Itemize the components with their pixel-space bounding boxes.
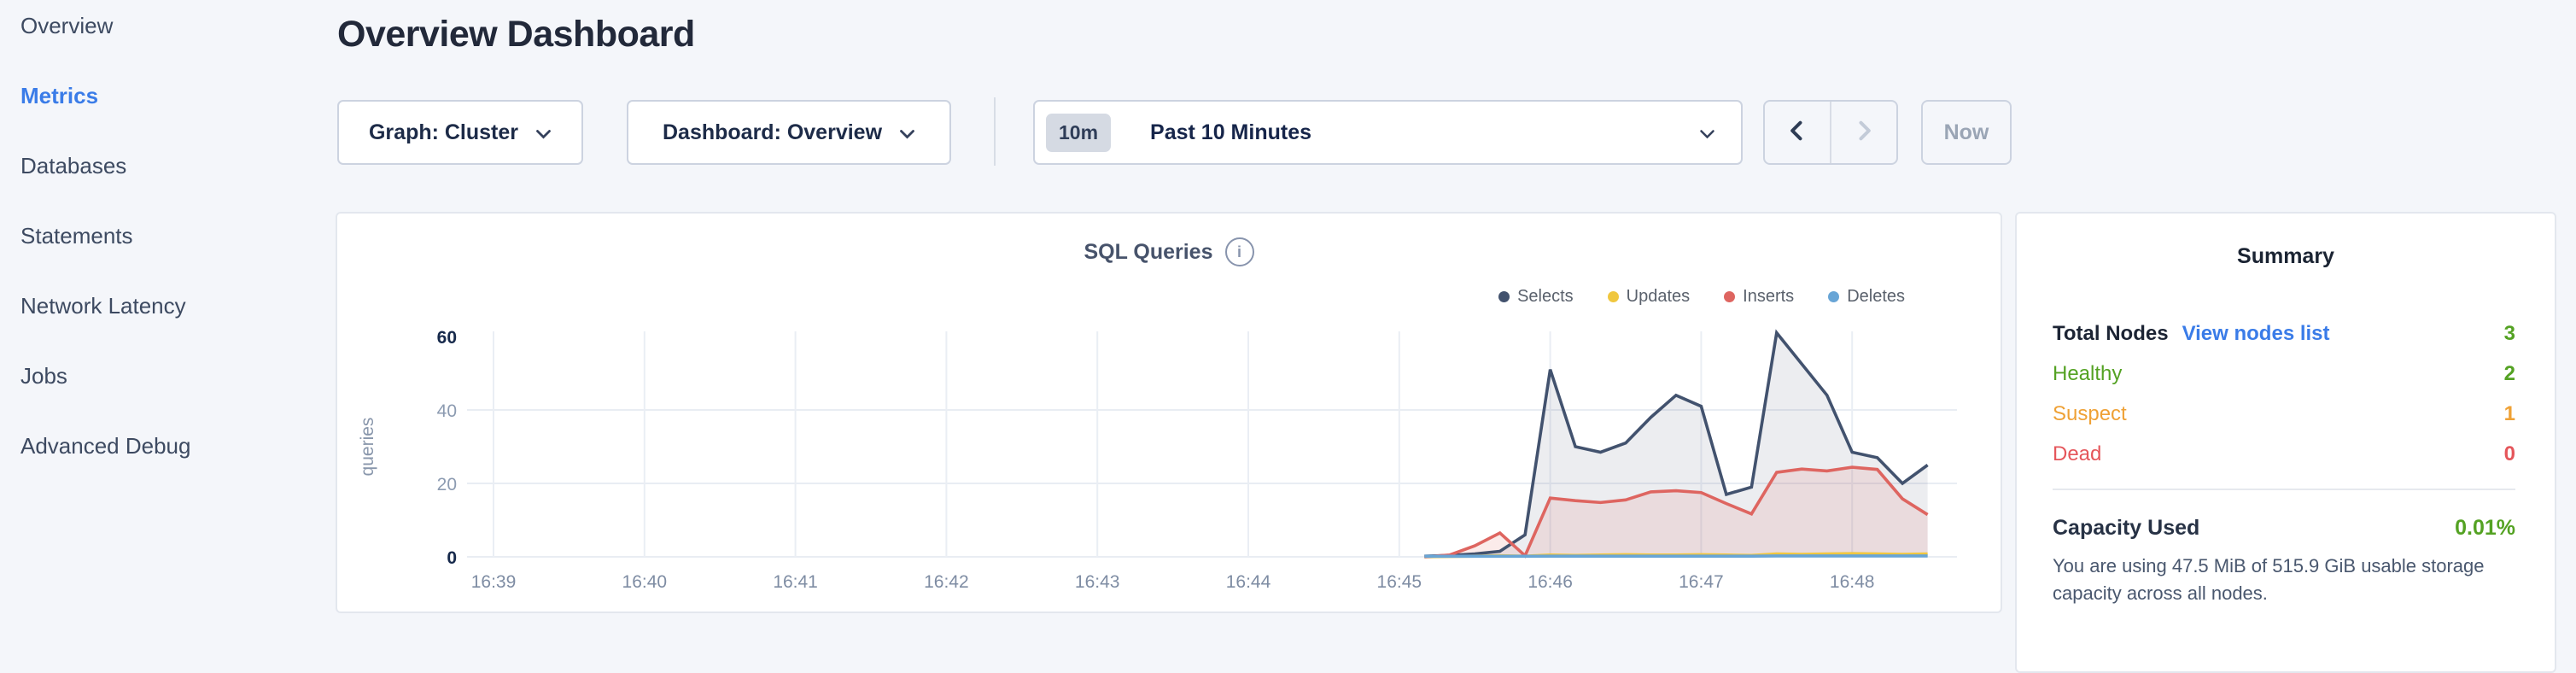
chart-title: SQL Queries — [1084, 239, 1213, 264]
capacity-used-value: 0.01% — [2455, 516, 2515, 540]
sql-queries-chart: 16:39 16:40 16:41 16:42 16:43 16:44 16:45 16:46… — [358, 328, 1957, 592]
svg-text:16:44: 16:44 — [1226, 572, 1271, 592]
summary-row-healthy: Healthy 2 — [2053, 362, 2515, 386]
summary-row-total-nodes: Total Nodes View nodes list 3 — [2053, 322, 2515, 346]
summary-row-suspect: Suspect 1 — [2053, 402, 2515, 426]
sidebar-item-network-latency[interactable]: Network Latency — [20, 293, 186, 319]
time-range-picker[interactable]: 10m Past 10 Minutes — [1033, 100, 1743, 165]
svg-text:16:48: 16:48 — [1830, 572, 1875, 592]
next-interval-button[interactable] — [1831, 102, 1896, 163]
dashboard-dropdown-label: Dashboard: Overview — [662, 120, 883, 144]
legend-dot-selects — [1498, 291, 1510, 302]
graph-dropdown[interactable]: Graph: Cluster — [337, 100, 583, 165]
capacity-description: You are using 47.5 MiB of 515.9 GiB usab… — [2053, 555, 2485, 604]
time-range-label: Past 10 Minutes — [1150, 120, 1311, 144]
legend-dot-inserts — [1724, 291, 1736, 302]
healthy-value: 2 — [2503, 362, 2515, 385]
svg-text:0: 0 — [447, 548, 457, 568]
legend-item-inserts: Inserts — [1724, 287, 1794, 307]
sidebar-item-overview[interactable]: Overview — [20, 13, 114, 38]
view-nodes-list-link[interactable]: View nodes list — [2182, 322, 2330, 345]
sidebar-item-metrics[interactable]: Metrics — [20, 83, 99, 108]
now-button[interactable]: Now — [1921, 100, 2012, 165]
chevron-down-icon — [535, 120, 552, 145]
sidebar-item-databases[interactable]: Databases — [20, 153, 127, 178]
svg-text:16:45: 16:45 — [1377, 572, 1422, 592]
capacity-used-row: Capacity Used 0.01% — [2053, 516, 2515, 541]
toolbar-divider — [994, 97, 996, 166]
svg-text:40: 40 — [437, 401, 457, 421]
legend-label: Updates — [1626, 287, 1691, 306]
legend-dot-updates — [1607, 291, 1619, 302]
chevron-down-icon — [1699, 120, 1715, 145]
page-title: Overview Dashboard — [337, 14, 695, 55]
svg-text:16:46: 16:46 — [1527, 572, 1573, 592]
sidebar-item-statements[interactable]: Statements — [20, 223, 133, 249]
summary-row-dead: Dead 0 — [2053, 442, 2515, 466]
dead-label: Dead — [2053, 442, 2102, 465]
now-button-label: Now — [1943, 120, 1989, 144]
svg-text:16:42: 16:42 — [924, 572, 969, 592]
time-window-badge: 10m — [1046, 113, 1112, 152]
suspect-value: 1 — [2503, 402, 2515, 425]
dead-value: 0 — [2503, 442, 2515, 465]
sidebar: Overview Metrics Databases Statements Ne… — [20, 12, 311, 502]
graph-dropdown-label: Graph: Cluster — [368, 120, 519, 144]
sidebar-item-advanced-debug[interactable]: Advanced Debug — [20, 433, 191, 459]
summary-divider — [2053, 489, 2515, 490]
chart-legend: Selects Updates Inserts Deletes — [1498, 287, 1905, 307]
svg-text:16:39: 16:39 — [471, 572, 517, 592]
healthy-label: Healthy — [2053, 362, 2123, 385]
svg-text:60: 60 — [437, 328, 457, 348]
legend-item-deletes: Deletes — [1828, 287, 1905, 307]
svg-text:20: 20 — [437, 475, 457, 495]
svg-text:16:43: 16:43 — [1075, 572, 1120, 592]
legend-dot-deletes — [1828, 291, 1840, 302]
svg-text:16:40: 16:40 — [622, 572, 668, 592]
svg-text:16:41: 16:41 — [773, 572, 818, 592]
legend-label: Selects — [1517, 287, 1574, 306]
svg-text:16:47: 16:47 — [1679, 572, 1724, 592]
chevron-down-icon — [899, 120, 915, 145]
summary-panel: Summary Total Nodes View nodes list 3 He… — [2015, 212, 2556, 673]
info-icon[interactable]: i — [1224, 237, 1254, 266]
sql-queries-chart-card: 16:39 16:40 16:41 16:42 16:43 16:44 16:45 16:46… — [336, 212, 2002, 613]
capacity-used-label: Capacity Used — [2053, 516, 2200, 540]
legend-label: Inserts — [1743, 287, 1795, 306]
legend-item-updates: Updates — [1607, 287, 1691, 307]
previous-interval-button[interactable] — [1765, 102, 1831, 163]
sidebar-item-jobs[interactable]: Jobs — [20, 363, 67, 389]
time-step-buttons — [1763, 100, 1898, 165]
total-nodes-label: Total Nodes — [2053, 322, 2169, 345]
svg-text:queries: queries — [358, 418, 377, 477]
dashboard-dropdown[interactable]: Dashboard: Overview — [627, 100, 951, 165]
suspect-label: Suspect — [2053, 402, 2127, 425]
chevron-left-icon — [1785, 119, 1809, 147]
legend-item-selects: Selects — [1498, 287, 1574, 307]
legend-label: Deletes — [1847, 287, 1905, 306]
summary-title: Summary — [2237, 244, 2334, 268]
chevron-right-icon — [1852, 119, 1876, 147]
total-nodes-value: 3 — [2503, 322, 2515, 345]
